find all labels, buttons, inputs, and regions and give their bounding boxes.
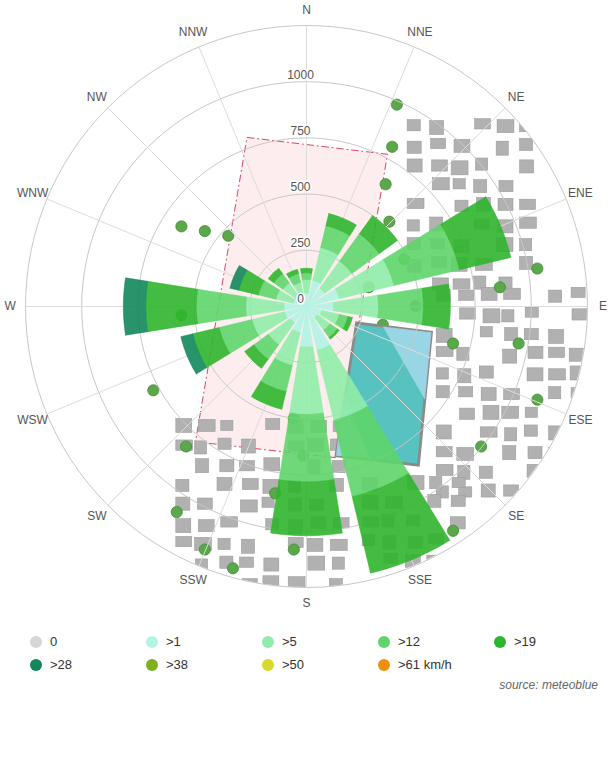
svg-text:N: N bbox=[302, 3, 311, 17]
svg-text:ENE: ENE bbox=[568, 186, 593, 200]
html-text:source: meteoblue: source: meteoblue bbox=[499, 678, 598, 692]
html-text:>50: >50 bbox=[282, 657, 305, 672]
svg-text:SE: SE bbox=[508, 509, 524, 523]
html-text:0: 0 bbox=[50, 634, 58, 649]
svg-text:NNW: NNW bbox=[179, 25, 208, 39]
svg-text:WSW: WSW bbox=[17, 413, 48, 427]
svg-text:500: 500 bbox=[290, 180, 310, 194]
svg-text:SSW: SSW bbox=[179, 573, 207, 587]
svg-text:NE: NE bbox=[508, 90, 525, 104]
html-text:>38: >38 bbox=[166, 657, 189, 672]
svg-text:NW: NW bbox=[87, 90, 108, 104]
svg-text:WNW: WNW bbox=[17, 186, 49, 200]
html-text:>5: >5 bbox=[282, 634, 297, 649]
svg-text:SSE: SSE bbox=[408, 573, 432, 587]
svg-text:0: 0 bbox=[297, 292, 304, 306]
svg-text:W: W bbox=[4, 299, 16, 313]
svg-text:S: S bbox=[302, 596, 310, 610]
svg-text:SW: SW bbox=[87, 509, 107, 523]
svg-text:ESE: ESE bbox=[568, 413, 592, 427]
html-text:>1: >1 bbox=[166, 634, 181, 649]
html-text:>12: >12 bbox=[398, 634, 421, 649]
html-text:>28: >28 bbox=[50, 657, 73, 672]
svg-text:NNE: NNE bbox=[407, 25, 432, 39]
html-text:>19: >19 bbox=[514, 634, 537, 649]
svg-text:E: E bbox=[599, 299, 607, 313]
svg-text:1000: 1000 bbox=[287, 68, 314, 82]
svg-text:250: 250 bbox=[290, 236, 310, 250]
svg-text:750: 750 bbox=[290, 124, 310, 138]
html-text:>61 km/h: >61 km/h bbox=[398, 657, 452, 672]
